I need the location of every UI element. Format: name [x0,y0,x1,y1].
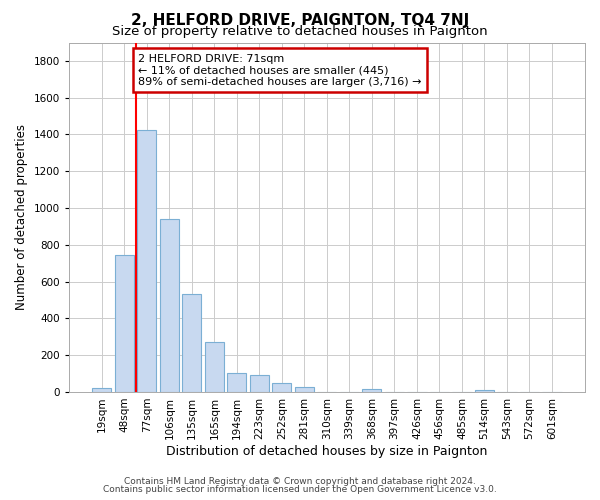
Bar [160,219,179,392]
X-axis label: Distribution of detached houses by size in Paignton: Distribution of detached houses by size … [166,444,488,458]
Bar [205,342,224,392]
Bar [250,376,269,392]
Bar [137,130,157,392]
Bar [475,390,494,392]
Bar [92,388,112,392]
Bar [295,387,314,392]
Text: 2, HELFORD DRIVE, PAIGNTON, TQ4 7NJ: 2, HELFORD DRIVE, PAIGNTON, TQ4 7NJ [131,12,469,28]
Text: Size of property relative to detached houses in Paignton: Size of property relative to detached ho… [112,25,488,38]
Text: Contains public sector information licensed under the Open Government Licence v3: Contains public sector information licen… [103,485,497,494]
Text: 2 HELFORD DRIVE: 71sqm
← 11% of detached houses are smaller (445)
89% of semi-de: 2 HELFORD DRIVE: 71sqm ← 11% of detached… [139,54,422,86]
Bar [227,372,247,392]
Bar [115,255,134,392]
Bar [362,389,382,392]
Bar [182,294,202,392]
Bar [272,383,292,392]
Y-axis label: Number of detached properties: Number of detached properties [15,124,28,310]
Text: Contains HM Land Registry data © Crown copyright and database right 2024.: Contains HM Land Registry data © Crown c… [124,477,476,486]
